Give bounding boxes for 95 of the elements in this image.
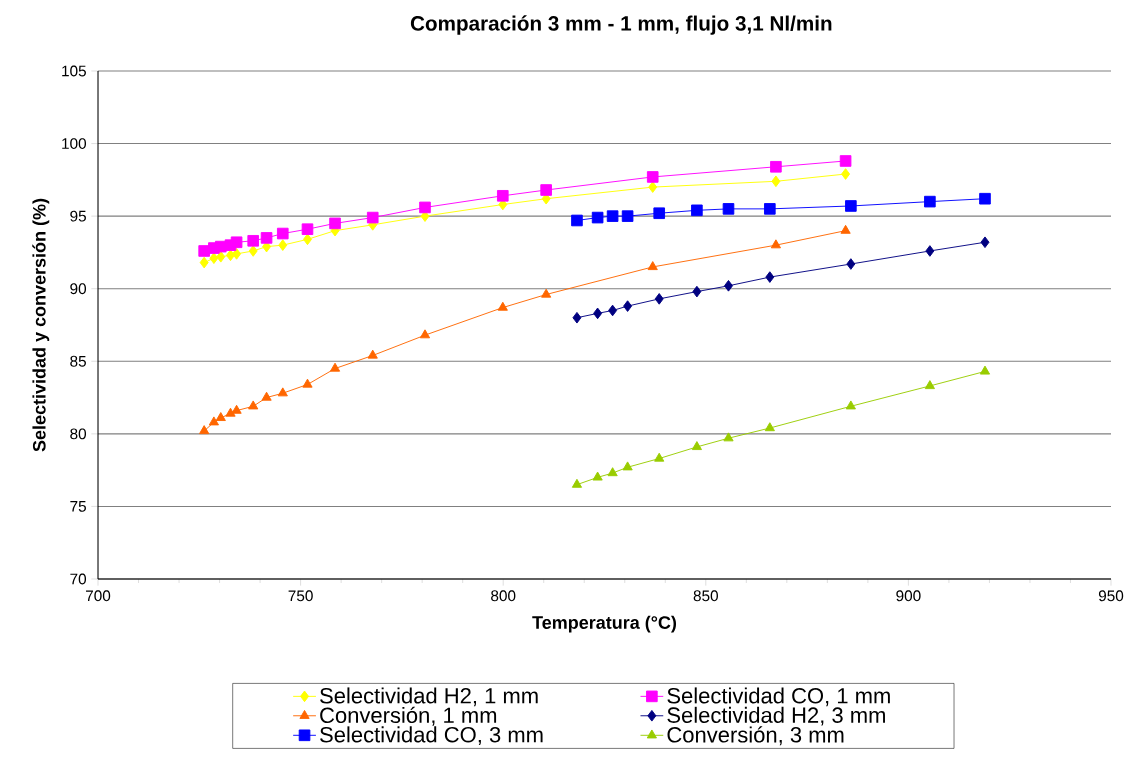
point	[593, 307, 603, 320]
point	[571, 214, 583, 227]
point	[654, 293, 664, 305]
point	[260, 232, 273, 244]
point	[366, 211, 379, 224]
y-tick-label: 100	[62, 138, 87, 149]
legend-label: Conversión, 3 mm	[667, 726, 844, 746]
y-tick-label: 80	[70, 428, 87, 440]
point	[231, 404, 242, 414]
legend-label: Selectividad CO, 3 mm	[320, 726, 543, 746]
point	[653, 207, 666, 220]
point	[722, 203, 735, 215]
point	[979, 192, 991, 205]
chart-title: Comparación 3 mm - 1 mm, flujo 3,1 Nl/min	[410, 15, 832, 35]
point	[622, 461, 633, 471]
point	[845, 400, 856, 410]
point	[232, 248, 242, 260]
point	[608, 304, 618, 317]
point	[541, 288, 552, 298]
point	[724, 280, 733, 292]
point	[571, 478, 583, 488]
y-tick-label: 90	[70, 283, 87, 295]
point	[654, 452, 665, 462]
point	[770, 160, 782, 173]
y-tick-label: 75	[70, 501, 86, 512]
point	[648, 181, 658, 193]
x-tick-label: 700	[86, 590, 111, 602]
point	[497, 301, 508, 311]
point	[692, 285, 702, 298]
y-axis-title: Selectividad y conversión (%)	[32, 198, 50, 452]
point	[302, 378, 313, 388]
point	[419, 329, 431, 339]
legend-label: Selectividad H2, 1 mm	[320, 687, 538, 707]
point	[276, 227, 289, 240]
x-tick-label: 950	[1098, 590, 1124, 602]
point	[214, 240, 227, 253]
x-tick-label: 750	[288, 590, 313, 602]
point	[764, 203, 776, 215]
point	[646, 171, 659, 183]
point	[623, 300, 633, 312]
y-tick-label: 95	[70, 210, 86, 222]
point	[691, 441, 702, 451]
point	[846, 258, 856, 270]
point	[572, 311, 582, 324]
point	[764, 422, 775, 432]
point	[225, 407, 236, 417]
point	[209, 252, 219, 265]
point	[647, 261, 658, 271]
point	[230, 236, 243, 249]
point	[839, 155, 852, 167]
point	[845, 200, 857, 212]
point	[329, 362, 341, 372]
point	[540, 184, 552, 196]
point	[723, 432, 734, 442]
point	[592, 471, 603, 481]
point	[980, 236, 990, 249]
legend-label: Selectividad H2, 3 mm	[667, 706, 885, 726]
point	[261, 391, 272, 401]
point	[765, 271, 775, 283]
y-tick-label: 105	[62, 65, 86, 77]
y-tick-label: 85	[70, 355, 86, 367]
point	[329, 217, 341, 230]
point	[924, 195, 936, 208]
point	[277, 387, 288, 397]
point	[607, 467, 618, 477]
point	[924, 380, 935, 390]
point	[248, 400, 259, 410]
point	[215, 412, 226, 422]
point	[278, 239, 288, 251]
point	[771, 175, 781, 188]
point	[591, 211, 604, 224]
point	[199, 256, 209, 269]
point	[247, 235, 259, 247]
legend-label: Conversión, 1 mm	[320, 706, 497, 726]
point	[497, 190, 509, 202]
point	[199, 425, 210, 435]
x-axis-title: Temperatura (°C)	[532, 615, 677, 633]
point	[691, 204, 703, 217]
point	[621, 210, 634, 222]
x-tick-label: 900	[896, 590, 921, 602]
point	[840, 224, 851, 234]
x-tick-label: 850	[693, 590, 718, 602]
point	[979, 365, 991, 375]
point	[208, 416, 219, 426]
point	[367, 349, 378, 359]
point	[606, 210, 619, 222]
point	[841, 168, 851, 180]
point	[301, 223, 314, 235]
point	[419, 201, 431, 214]
legend-label: Selectividad CO, 1 mm	[667, 687, 890, 707]
point	[248, 245, 258, 257]
point	[770, 239, 781, 249]
x-tick-label: 800	[491, 590, 516, 602]
point	[925, 245, 935, 257]
y-tick-label: 70	[70, 573, 87, 585]
